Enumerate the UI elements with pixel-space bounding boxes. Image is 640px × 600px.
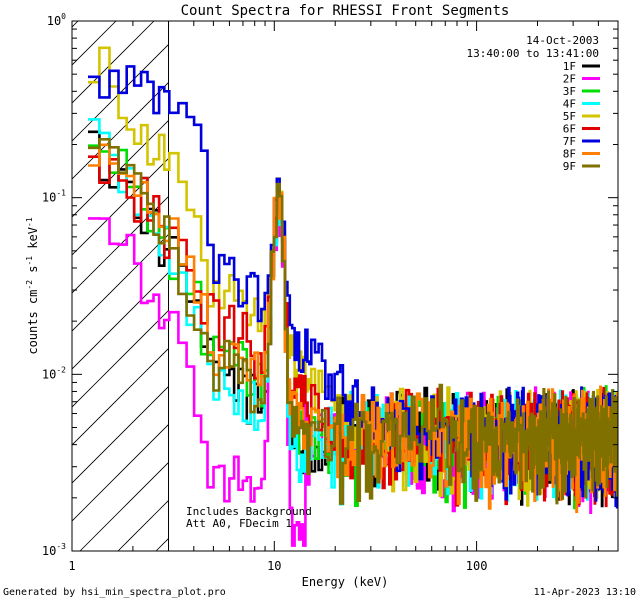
- y-tick-label: 10-2: [42, 365, 66, 381]
- hatch-line: [72, 271, 169, 370]
- x-tick-label: 1: [68, 559, 75, 573]
- header-time-range: 13:40:00 to 13:41:00: [467, 47, 599, 60]
- y-tick-label: 10-3: [42, 542, 66, 558]
- hatch-line: [72, 195, 169, 294]
- annotation-attenuator: Att A0, FDecim 1: [186, 517, 292, 530]
- legend-label: 4F: [563, 98, 576, 111]
- footer-timestamp: 11-Apr-2023 13:10: [534, 587, 636, 598]
- x-tick-label: 100: [466, 559, 488, 573]
- x-tick-label: 10: [267, 559, 281, 573]
- chart-title: Count Spectra for RHESSI Front Segments: [181, 3, 510, 19]
- hatch-line: [72, 385, 169, 484]
- y-axis-label: counts cm-2 s-1 keV-1: [25, 217, 40, 354]
- plot-frame: [71, 20, 619, 552]
- series-line-9F: [88, 138, 618, 505]
- legend-label: 5F: [563, 110, 576, 123]
- hatch-line: [72, 21, 155, 104]
- hatch-line: [72, 423, 169, 522]
- annotation-background: Includes Background: [186, 505, 312, 518]
- hatch-line: [0, 21, 2, 551]
- y-tick-label: 100: [47, 12, 66, 28]
- hatch-line: [72, 81, 169, 180]
- x-axis-label: Energy (keV): [302, 575, 389, 589]
- hatch-line: [72, 119, 169, 218]
- legend-label: 8F: [563, 148, 576, 161]
- y-axis: 100 10-1 10-2 10-3: [42, 12, 618, 558]
- legend-label: 6F: [563, 123, 576, 136]
- hatch-line: [0, 21, 40, 551]
- hatch-line: [72, 21, 117, 66]
- legend-label: 9F: [563, 160, 576, 173]
- footer-generated-by: Generated by hsi_min_spectra_plot.pro: [3, 587, 226, 598]
- y-tick-label: 10-1: [42, 189, 66, 205]
- series-group: [88, 46, 618, 547]
- legend-label: 7F: [563, 135, 576, 148]
- x-axis: 1 10 100: [68, 21, 619, 573]
- hatch-line: [72, 233, 169, 332]
- hatch-line: [72, 43, 169, 142]
- hatch-line: [72, 21, 79, 28]
- legend-label: 1F: [563, 60, 576, 73]
- legend-label: 3F: [563, 85, 576, 98]
- legend-label: 2F: [563, 73, 576, 86]
- header-date: 14-Oct-2003: [526, 34, 599, 47]
